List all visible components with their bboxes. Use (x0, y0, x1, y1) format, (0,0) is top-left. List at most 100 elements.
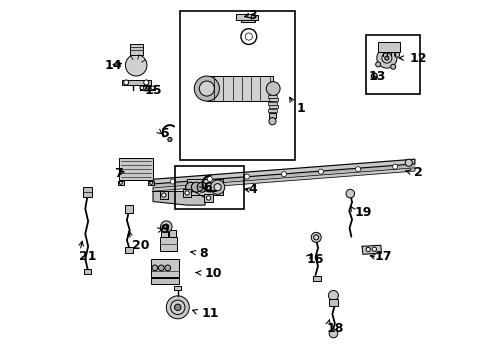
Text: 18: 18 (326, 322, 344, 335)
Circle shape (170, 179, 175, 184)
Bar (159, 237, 177, 251)
Circle shape (123, 80, 128, 85)
Text: 14: 14 (104, 59, 122, 72)
Bar (204, 194, 212, 202)
Bar (267, 95, 276, 98)
Bar (174, 166, 244, 209)
Circle shape (328, 329, 337, 338)
Circle shape (366, 247, 369, 252)
Bar (119, 158, 153, 180)
Circle shape (119, 181, 122, 184)
Text: 10: 10 (204, 267, 222, 280)
Bar (378, 42, 399, 52)
Circle shape (328, 291, 338, 301)
Polygon shape (153, 192, 204, 205)
Circle shape (210, 180, 224, 194)
Text: 9: 9 (160, 223, 169, 236)
Circle shape (199, 81, 214, 96)
Bar (268, 105, 277, 108)
Bar (159, 192, 168, 199)
Bar (83, 269, 91, 274)
Text: 20: 20 (131, 239, 149, 252)
Bar (150, 278, 179, 284)
Circle shape (194, 76, 219, 101)
Bar (117, 181, 124, 185)
Circle shape (197, 182, 207, 192)
Circle shape (268, 118, 276, 125)
Circle shape (166, 296, 189, 319)
Text: 5: 5 (161, 127, 170, 140)
Text: 17: 17 (373, 250, 391, 263)
Text: 16: 16 (305, 253, 323, 266)
Circle shape (207, 176, 212, 181)
Bar (312, 276, 320, 281)
Bar (366, 35, 419, 94)
Circle shape (380, 45, 385, 50)
Text: 6: 6 (203, 181, 211, 194)
Circle shape (184, 191, 189, 195)
Circle shape (375, 62, 380, 67)
Text: 4: 4 (247, 183, 256, 196)
Bar (267, 102, 276, 105)
Circle shape (146, 86, 149, 89)
Circle shape (313, 235, 318, 240)
Circle shape (160, 221, 172, 232)
Text: 13: 13 (368, 70, 385, 83)
Circle shape (244, 174, 249, 179)
Circle shape (125, 54, 147, 76)
Bar (148, 181, 154, 185)
Circle shape (162, 193, 165, 197)
Circle shape (143, 80, 148, 85)
Circle shape (149, 181, 152, 184)
Circle shape (318, 169, 323, 174)
Text: 1: 1 (296, 102, 305, 115)
Circle shape (394, 52, 399, 57)
Polygon shape (362, 245, 381, 254)
Bar (161, 230, 167, 237)
Bar (183, 189, 191, 197)
Circle shape (191, 182, 201, 192)
Polygon shape (153, 159, 414, 184)
Circle shape (371, 247, 376, 251)
Bar (268, 98, 277, 101)
Circle shape (174, 304, 181, 311)
Circle shape (355, 167, 360, 172)
Circle shape (376, 48, 396, 68)
Circle shape (390, 64, 395, 69)
Circle shape (392, 164, 397, 169)
Bar (129, 44, 142, 55)
Bar (241, 16, 255, 22)
Circle shape (158, 265, 164, 271)
Text: 19: 19 (354, 207, 371, 220)
Circle shape (170, 300, 184, 315)
Bar (140, 86, 155, 90)
Bar (206, 76, 273, 101)
Circle shape (281, 172, 286, 177)
Bar (122, 80, 150, 85)
Text: 2: 2 (413, 166, 422, 179)
Bar (236, 14, 250, 21)
Bar (251, 15, 257, 20)
Text: 12: 12 (408, 51, 426, 64)
Bar (187, 179, 223, 195)
Text: 7: 7 (114, 167, 122, 180)
Text: 15: 15 (144, 84, 162, 97)
Circle shape (381, 53, 391, 63)
Bar (125, 247, 132, 253)
Circle shape (163, 224, 168, 229)
Text: 3: 3 (247, 9, 256, 22)
Circle shape (152, 265, 158, 271)
Polygon shape (153, 164, 414, 188)
Text: 11: 11 (201, 307, 219, 320)
Circle shape (310, 232, 321, 242)
Text: 8: 8 (199, 247, 207, 260)
Text: 21: 21 (79, 249, 96, 262)
Bar (328, 299, 337, 306)
Bar (267, 109, 276, 112)
Circle shape (167, 137, 172, 141)
Bar (174, 286, 181, 290)
Circle shape (384, 56, 388, 60)
Circle shape (405, 159, 411, 166)
Circle shape (151, 86, 154, 90)
Bar (83, 187, 92, 197)
